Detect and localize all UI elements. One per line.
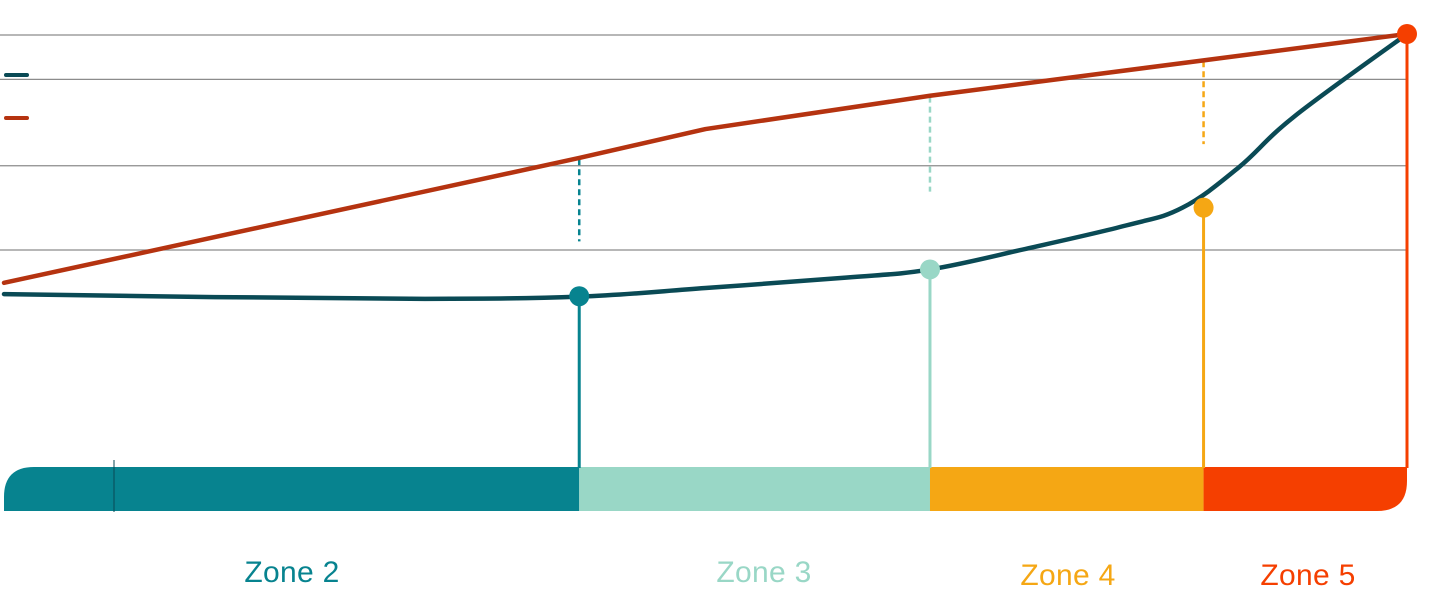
zone-5-label: Zone 5 [1260, 559, 1355, 592]
drop-lines [577, 34, 1409, 468]
grid-layer [0, 34, 1407, 251]
series-lines [1, 31, 1410, 302]
markers [569, 24, 1417, 307]
series-line-teal [1, 31, 1410, 302]
legend [4, 73, 29, 120]
zone-band-segment [579, 467, 930, 511]
series-line-rust [1, 31, 1410, 286]
dashed-guides [577, 61, 1205, 242]
zone-marker-point [919, 259, 940, 280]
zone-band [4, 460, 1407, 512]
zone-2-label: Zone 2 [244, 556, 339, 589]
zone-marker-point [1193, 197, 1214, 218]
zone-marker-point [1397, 24, 1417, 44]
zone-band-segment [929, 467, 1204, 511]
zone-marker-point [569, 286, 590, 307]
zone-4-label: Zone 4 [1020, 559, 1115, 592]
zone-band-segment [1203, 467, 1407, 511]
zone-band-segment [4, 467, 580, 511]
zone-3-label: Zone 3 [716, 556, 811, 589]
zone-labels: Zone 2 Zone 3 Zone 4 Zone 5 [244, 556, 1355, 592]
